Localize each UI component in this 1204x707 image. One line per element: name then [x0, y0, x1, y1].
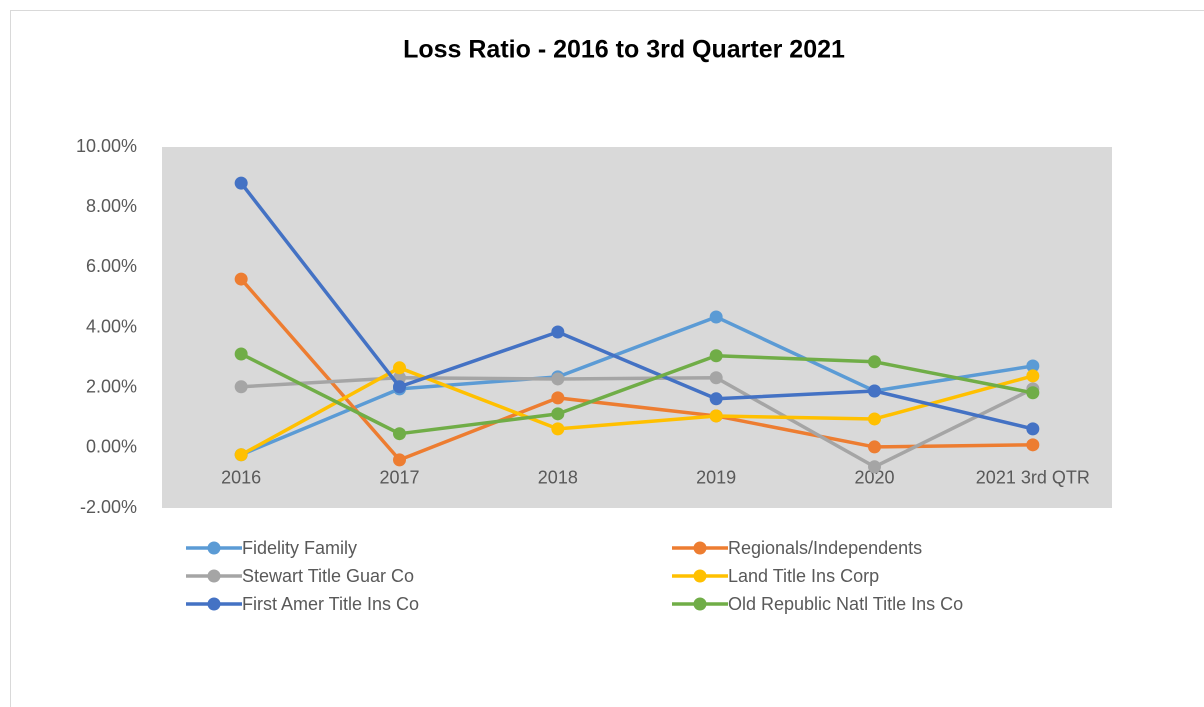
data-point: [709, 392, 723, 406]
y-tick-label: 0.00%: [86, 437, 137, 457]
data-point: [393, 453, 406, 467]
data-point: [1026, 438, 1040, 452]
data-point: [234, 380, 248, 394]
data-point: [234, 347, 248, 361]
data-point: [551, 391, 565, 405]
data-point: [393, 380, 406, 394]
y-tick-label: -2.00%: [80, 497, 137, 517]
data-point: [709, 409, 723, 423]
data-point: [868, 355, 881, 369]
legend-label: Land Title Ins Corp: [728, 566, 879, 586]
x-tick-label: 2016: [221, 468, 261, 488]
data-point: [234, 176, 248, 190]
x-tick-label: 2017: [379, 468, 419, 488]
legend-marker: [207, 569, 221, 583]
legend-label: Stewart Title Guar Co: [242, 566, 414, 586]
x-tick-label: 2019: [696, 468, 736, 488]
data-point: [709, 371, 723, 385]
series-line: [240, 352, 1034, 436]
legend-marker: [693, 597, 707, 611]
legend-marker: [207, 541, 221, 555]
data-point: [551, 422, 565, 436]
y-tick-label: 4.00%: [86, 316, 137, 336]
y-tick-label: 10.00%: [76, 136, 137, 156]
legend-label: Old Republic Natl Title Ins Co: [728, 594, 963, 614]
data-point: [868, 412, 881, 426]
data-point: [1026, 369, 1040, 383]
data-point: [393, 427, 406, 441]
legend-marker: [693, 569, 707, 583]
legend-label: First Amer Title Ins Co: [242, 594, 419, 614]
x-tick-label: 2021 3rd QTR: [976, 468, 1090, 488]
data-point: [1026, 386, 1040, 400]
data-point: [234, 272, 248, 286]
data-point: [868, 440, 881, 454]
data-point: [551, 407, 565, 421]
data-point: [551, 325, 565, 339]
data-point: [1026, 422, 1040, 436]
y-tick-label: 2.00%: [86, 376, 137, 396]
series-line: [240, 366, 1034, 457]
data-point: [709, 310, 723, 324]
legend-label: Fidelity Family: [242, 538, 357, 558]
series-line: [239, 182, 1034, 431]
legend-marker: [207, 597, 221, 611]
legend-marker: [693, 541, 707, 555]
x-tick-label: 2018: [538, 468, 578, 488]
data-point: [868, 384, 881, 398]
x-tick-label: 2020: [854, 468, 894, 488]
series-line: [241, 375, 1034, 469]
y-tick-label: 6.00%: [86, 256, 137, 276]
plot-area: [162, 147, 1112, 508]
data-point: [234, 448, 248, 462]
data-point: [868, 460, 881, 474]
data-point: [393, 361, 406, 375]
data-point: [709, 349, 723, 363]
legend-label: Regionals/Independents: [728, 538, 922, 558]
data-point: [1026, 359, 1040, 373]
y-tick-label: 8.00%: [86, 196, 137, 216]
series-line: [239, 277, 1033, 462]
chart-title: Loss Ratio - 2016 to 3rd Quarter 2021: [403, 36, 845, 64]
data-point: [551, 372, 565, 386]
series-line: [240, 315, 1034, 457]
